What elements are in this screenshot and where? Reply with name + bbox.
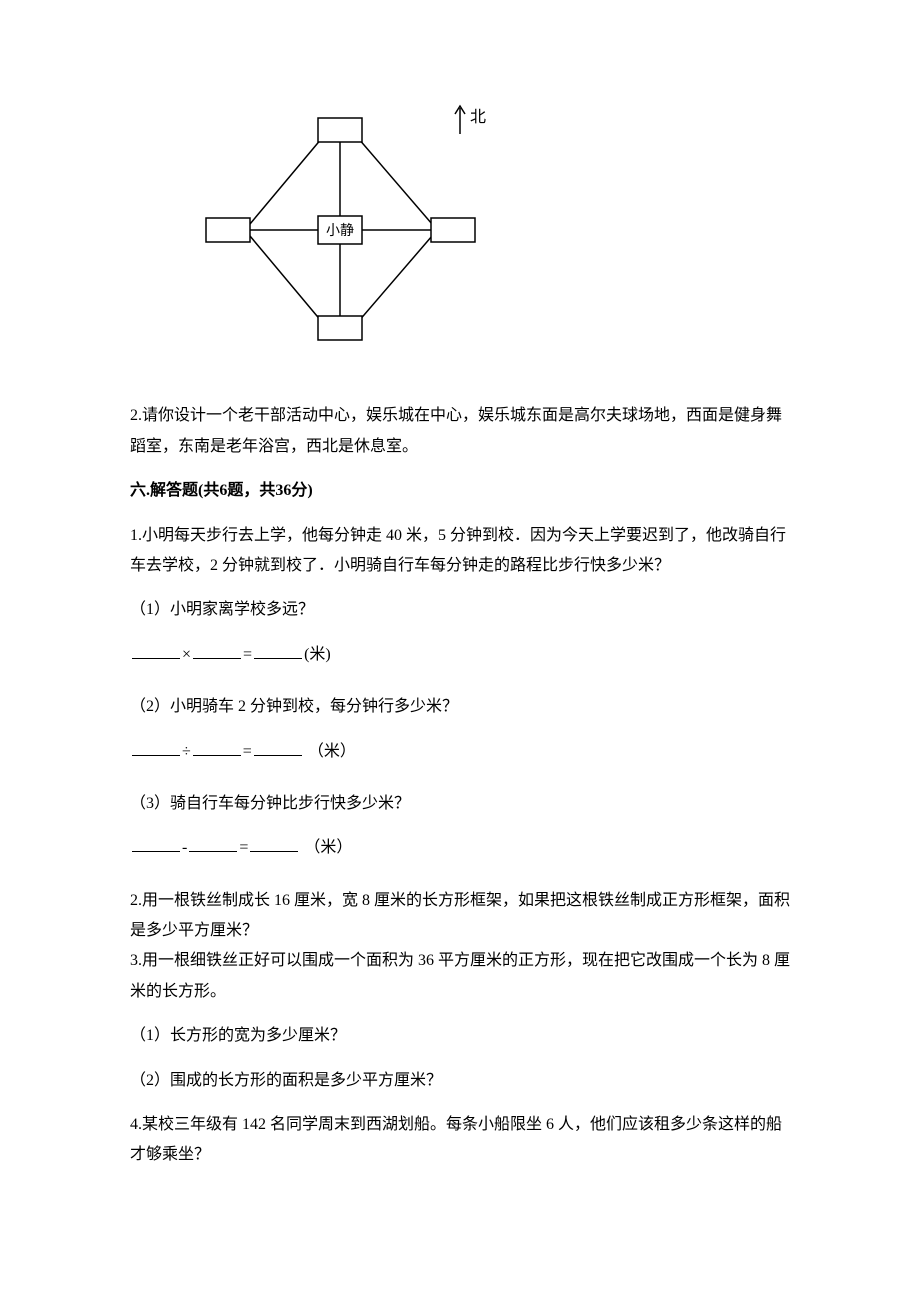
question-design-number: 2. bbox=[130, 407, 142, 424]
blank[interactable] bbox=[193, 739, 241, 756]
box-bottom bbox=[318, 316, 362, 340]
problem-1: 1.小明每天步行去上学，他每分钟走 40 米，5 分钟到校．因为今天上学要迟到了… bbox=[130, 521, 790, 582]
north-label: 北 bbox=[470, 108, 486, 126]
problem-4-text: 某校三年级有 142 名同学周末到西湖划船。每条小船限坐 6 人，他们应该租多少… bbox=[130, 1116, 782, 1163]
problem-4-number: 4. bbox=[130, 1116, 142, 1133]
problem-3-sub1: （1）长方形的宽为多少厘米？ bbox=[130, 1021, 790, 1051]
eq3-unit: （米） bbox=[304, 839, 352, 856]
blank[interactable] bbox=[254, 642, 302, 659]
eq3-eq: = bbox=[239, 839, 248, 856]
problem-1-eq2: ÷ = （米） bbox=[130, 737, 790, 767]
problem-2-text: 用一根铁丝制成长 16 厘米，宽 8 厘米的长方形框架，如果把这根铁丝制成正方形… bbox=[130, 892, 790, 939]
problem-3-text: 用一根细铁丝正好可以围成一个面积为 36 平方厘米的正方形，现在把它改围成一个长… bbox=[130, 952, 790, 999]
problem-1-sub1: （1）小明家离学校多远？ bbox=[130, 595, 790, 625]
problem-1-sub3: （3）骑自行车每分钟比步行快多少米？ bbox=[130, 789, 790, 819]
problem-1-number: 1. bbox=[130, 527, 142, 544]
line-top-right bbox=[358, 138, 432, 224]
center-label: 小静 bbox=[326, 223, 354, 239]
blank[interactable] bbox=[132, 739, 180, 756]
blank[interactable] bbox=[132, 642, 180, 659]
direction-diagram-svg: 小静 北 bbox=[170, 90, 510, 360]
question-design: 2.请你设计一个老干部活动中心，娱乐城在中心，娱乐城东面是高尔夫球场地，西面是健… bbox=[130, 401, 790, 462]
eq2-unit: （米） bbox=[308, 743, 356, 760]
eq3-op: - bbox=[182, 839, 187, 856]
eq1-unit: (米) bbox=[304, 646, 331, 663]
problem-1-eq3: - = （米） bbox=[130, 833, 790, 863]
blank[interactable] bbox=[250, 835, 298, 852]
problem-1-eq1: × = (米) bbox=[130, 640, 790, 670]
question-design-text: 请你设计一个老干部活动中心，娱乐城在中心，娱乐城东面是高尔夫球场地，西面是健身舞… bbox=[130, 407, 782, 454]
blank[interactable] bbox=[254, 739, 302, 756]
line-right-bottom bbox=[358, 236, 432, 322]
section-six-heading: 六.解答题(共6题，共36分) bbox=[130, 476, 790, 506]
box-left bbox=[206, 218, 250, 242]
box-right bbox=[431, 218, 475, 242]
eq2-eq: = bbox=[243, 743, 252, 760]
problem-2-number: 2. bbox=[130, 892, 142, 909]
eq1-eq: = bbox=[243, 646, 252, 663]
blank[interactable] bbox=[189, 835, 237, 852]
problem-4: 4.某校三年级有 142 名同学周末到西湖划船。每条小船限坐 6 人，他们应该租… bbox=[130, 1110, 790, 1171]
line-bottom-left bbox=[250, 236, 322, 322]
blank[interactable] bbox=[132, 835, 180, 852]
problem-1-sub2: （2）小明骑车 2 分钟到校，每分钟行多少米？ bbox=[130, 692, 790, 722]
problem-2: 2.用一根铁丝制成长 16 厘米，宽 8 厘米的长方形框架，如果把这根铁丝制成正… bbox=[130, 886, 790, 947]
eq1-op: × bbox=[182, 646, 191, 663]
line-left-top bbox=[250, 138, 322, 224]
direction-diagram: 小静 北 bbox=[170, 90, 510, 371]
problem-3-sub2: （2）围成的长方形的面积是多少平方厘米？ bbox=[130, 1066, 790, 1096]
problem-1-text: 小明每天步行去上学，他每分钟走 40 米，5 分钟到校．因为今天上学要迟到了，他… bbox=[130, 527, 786, 574]
blank[interactable] bbox=[193, 642, 241, 659]
problem-3-number: 3. bbox=[130, 952, 142, 969]
problem-3: 3.用一根细铁丝正好可以围成一个面积为 36 平方厘米的正方形，现在把它改围成一… bbox=[130, 946, 790, 1007]
eq2-op: ÷ bbox=[182, 743, 191, 760]
box-top bbox=[318, 118, 362, 142]
